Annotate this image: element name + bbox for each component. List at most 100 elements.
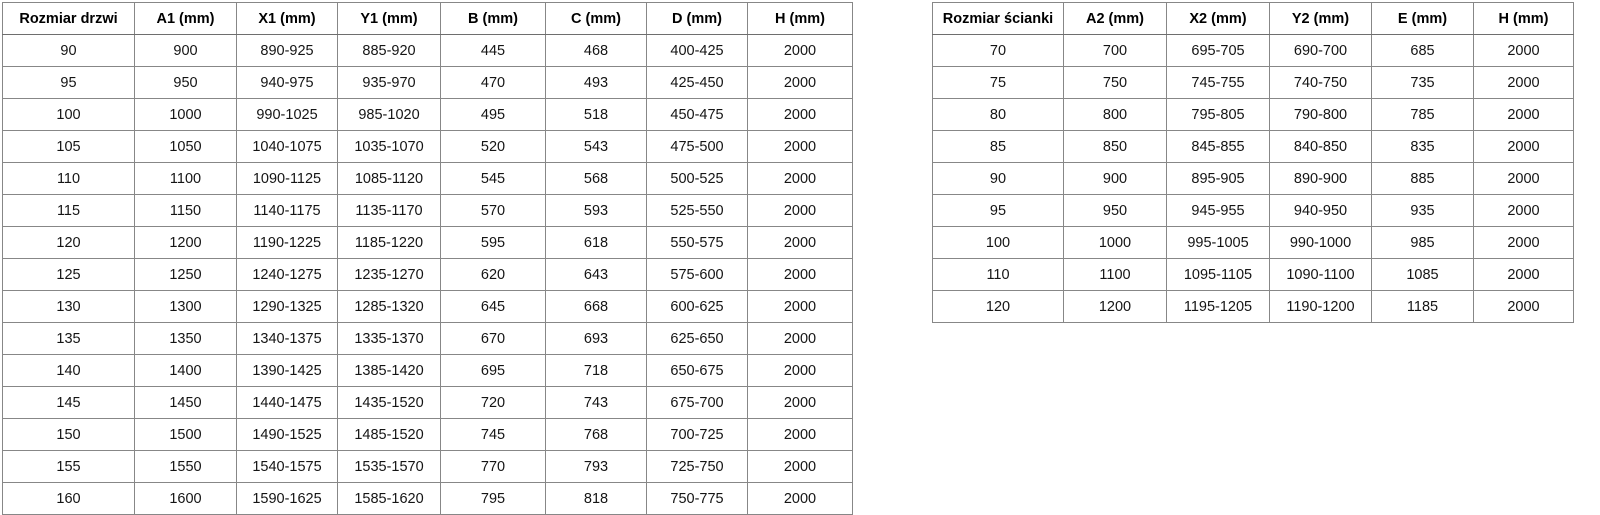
data-cell: 2000 [1473,194,1574,227]
door-table-body: 90 900 890-925 885-920 445 468 400-425 2000 95 95… [2,34,853,515]
row-label-cell: 80 [932,98,1064,131]
row-label-cell: 120 [932,290,1064,323]
data-cell: 1195-1205 [1166,290,1270,323]
data-cell: 575-600 [646,258,748,291]
data-cell: 835 [1371,130,1474,163]
data-cell: 940-950 [1269,194,1372,227]
data-cell: 1000 [1063,226,1167,259]
data-cell: 693 [545,322,647,355]
data-cell: 795 [440,482,546,515]
table-row: 120 1200 1195-1205 1190-1200 1185 2000 [932,290,1574,323]
row-label-cell: 90 [932,162,1064,195]
data-cell: 950 [1063,194,1167,227]
data-cell: 545 [440,162,546,195]
data-cell: 1290-1325 [236,290,338,323]
row-label-cell: 115 [2,194,135,227]
data-cell: 520 [440,130,546,163]
data-cell: 995-1005 [1166,226,1270,259]
row-label-cell: 160 [2,482,135,515]
data-cell: 990-1000 [1269,226,1372,259]
column-header-4: E (mm) [1371,2,1474,35]
row-label-cell: 70 [932,34,1064,67]
data-cell: 668 [545,290,647,323]
row-label-cell: 95 [932,194,1064,227]
data-cell: 568 [545,162,647,195]
row-label-cell: 110 [932,258,1064,291]
data-cell: 1140-1175 [236,194,338,227]
data-cell: 2000 [1473,66,1574,99]
data-cell: 2000 [747,258,853,291]
table-row: 95 950 945-955 940-950 935 2000 [932,194,1574,227]
data-cell: 890-925 [236,34,338,67]
data-cell: 695-705 [1166,34,1270,67]
data-cell: 625-650 [646,322,748,355]
data-cell: 850 [1063,130,1167,163]
table-row: 105 1050 1040-1075 1035-1070 520 543 475-500 20… [2,130,853,163]
data-cell: 745 [440,418,546,451]
data-cell: 768 [545,418,647,451]
data-cell: 400-425 [646,34,748,67]
data-cell: 940-975 [236,66,338,99]
data-cell: 1000 [134,98,237,131]
data-cell: 1500 [134,418,237,451]
data-cell: 700-725 [646,418,748,451]
column-header-7: H (mm) [747,2,853,35]
data-cell: 743 [545,386,647,419]
data-cell: 695 [440,354,546,387]
data-cell: 770 [440,450,546,483]
row-label-cell: 85 [932,130,1064,163]
data-cell: 1095-1105 [1166,258,1270,291]
data-cell: 450-475 [646,98,748,131]
data-cell: 618 [545,226,647,259]
data-cell: 1185 [1371,290,1474,323]
data-cell: 570 [440,194,546,227]
data-cell: 2000 [1473,98,1574,131]
data-cell: 475-500 [646,130,748,163]
data-cell: 1400 [134,354,237,387]
data-cell: 895-905 [1166,162,1270,195]
data-cell: 620 [440,258,546,291]
data-cell: 1550 [134,450,237,483]
data-cell: 1085 [1371,258,1474,291]
data-cell: 990-1025 [236,98,338,131]
table-row: 125 1250 1240-1275 1235-1270 620 643 575-600 20… [2,258,853,291]
data-cell: 1385-1420 [337,354,441,387]
data-cell: 495 [440,98,546,131]
data-cell: 425-450 [646,66,748,99]
data-cell: 735 [1371,66,1474,99]
data-cell: 818 [545,482,647,515]
data-cell: 2000 [1473,162,1574,195]
data-cell: 935-970 [337,66,441,99]
data-cell: 900 [1063,162,1167,195]
row-label-cell: 95 [2,66,135,99]
data-cell: 720 [440,386,546,419]
column-header-1: A2 (mm) [1063,2,1167,35]
row-label-cell: 110 [2,162,135,195]
data-cell: 500-525 [646,162,748,195]
data-cell: 1150 [134,194,237,227]
data-cell: 1485-1520 [337,418,441,451]
data-cell: 470 [440,66,546,99]
data-cell: 1450 [134,386,237,419]
data-cell: 1040-1075 [236,130,338,163]
data-cell: 985 [1371,226,1474,259]
data-cell: 725-750 [646,450,748,483]
data-cell: 600-625 [646,290,748,323]
data-cell: 445 [440,34,546,67]
data-cell: 525-550 [646,194,748,227]
data-cell: 2000 [1473,130,1574,163]
data-cell: 1035-1070 [337,130,441,163]
column-header-3: Y2 (mm) [1269,2,1372,35]
data-cell: 1285-1320 [337,290,441,323]
data-cell: 950 [134,66,237,99]
data-cell: 650-675 [646,354,748,387]
data-cell: 885 [1371,162,1474,195]
row-label-cell: 125 [2,258,135,291]
data-cell: 2000 [1473,34,1574,67]
data-cell: 2000 [747,450,853,483]
data-cell: 750 [1063,66,1167,99]
table-row: 90 900 895-905 890-900 885 2000 [932,162,1574,195]
table-row: 110 1100 1090-1125 1085-1120 545 568 500-525 20… [2,162,853,195]
data-cell: 740-750 [1269,66,1372,99]
table-row: 100 1000 995-1005 990-1000 985 2000 [932,226,1574,259]
